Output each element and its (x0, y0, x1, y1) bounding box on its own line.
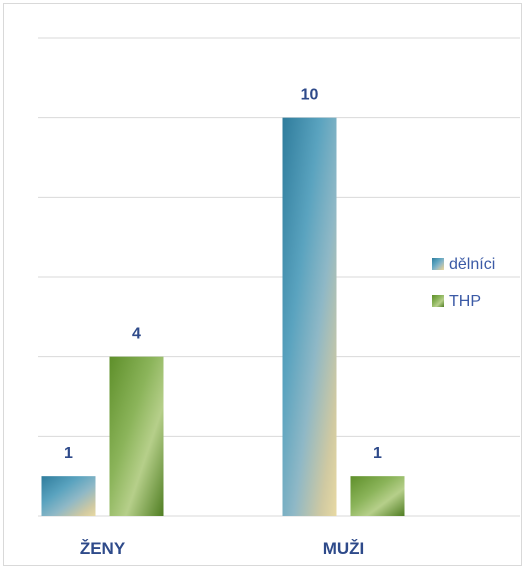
value-label: 4 (132, 326, 141, 343)
bar-THP-ŽENY (109, 356, 164, 516)
legend-swatch (432, 295, 444, 307)
legend-swatch (432, 258, 444, 270)
bar-dělníci-ŽENY (41, 476, 96, 516)
category-label: ŽENY (80, 539, 126, 558)
value-labels: 1 4 10 1 (64, 87, 382, 462)
chart-frame: 1 4 10 1 ŽENY MUŽI dělníci THP (3, 3, 522, 566)
category-label: MUŽI (323, 539, 365, 558)
bar-chart: 1 4 10 1 ŽENY MUŽI dělníci THP (38, 37, 520, 558)
bar-THP-MUŽI (350, 476, 405, 516)
category-labels: ŽENY MUŽI (80, 539, 364, 558)
legend-label: dělníci (449, 256, 495, 273)
bars (41, 117, 405, 517)
bar-dělníci-MUŽI (282, 117, 337, 517)
value-label: 10 (301, 87, 319, 104)
value-label: 1 (373, 445, 382, 462)
legend-label: THP (449, 293, 481, 310)
value-label: 1 (64, 445, 73, 462)
legend: dělníci THP (432, 256, 495, 310)
